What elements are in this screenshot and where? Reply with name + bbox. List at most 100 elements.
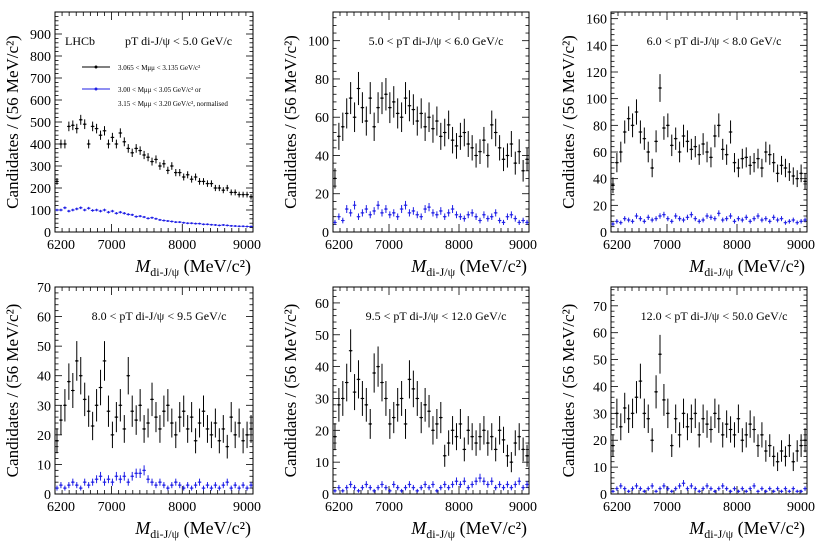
sideband-point <box>670 220 673 223</box>
signal-point <box>384 93 387 96</box>
signal-point <box>792 460 795 463</box>
sideband-point <box>451 483 454 486</box>
signal-point <box>198 422 201 425</box>
sideband-point <box>788 220 791 223</box>
sideband-point <box>424 483 427 486</box>
signal-point <box>166 169 169 172</box>
signal-point <box>804 180 807 183</box>
signal-point <box>647 151 650 153</box>
signal-point <box>709 156 712 159</box>
sideband-point <box>246 487 249 490</box>
signal-point <box>800 172 803 175</box>
sideband-point <box>91 209 94 212</box>
sideband-point <box>127 481 130 484</box>
x-tick-label: 6200 <box>47 500 75 515</box>
signal-point <box>127 374 130 377</box>
signal-point <box>107 410 110 413</box>
sideband-point <box>416 213 419 216</box>
sideband-point <box>178 221 181 224</box>
sideband-point <box>674 215 677 217</box>
sideband-point <box>404 204 407 207</box>
signal-point <box>490 123 493 126</box>
sideband-point <box>678 217 681 220</box>
y-tick-label: 50 <box>593 354 607 369</box>
signal-point <box>451 429 454 432</box>
signal-point <box>498 429 501 432</box>
signal-point <box>623 131 626 133</box>
y-tick-label: 800 <box>30 50 51 65</box>
sideband-point <box>737 490 740 493</box>
signal-point <box>749 164 752 167</box>
sideband-point <box>242 225 245 228</box>
signal-point <box>75 359 78 362</box>
y-tick-label: 100 <box>308 35 329 50</box>
sideband-point <box>71 481 74 484</box>
y-axis-label: Candidates / (56 MeV/c²) <box>559 304 578 478</box>
y-tick-label: 20 <box>37 429 51 444</box>
sideband-point <box>611 223 614 225</box>
sideband-point <box>396 215 399 218</box>
sideband-point <box>384 208 387 211</box>
signal-point <box>79 118 82 121</box>
sideband-point <box>494 486 497 489</box>
signal-point <box>226 187 229 189</box>
x-tick-label: 8000 <box>168 238 196 253</box>
sideband-point <box>768 487 771 490</box>
sideband-point <box>800 490 803 493</box>
sideband-point <box>250 225 253 228</box>
signal-point <box>190 178 193 181</box>
sideband-point <box>619 221 622 224</box>
signal-point <box>170 422 173 425</box>
sideband-point <box>87 484 90 487</box>
sideband-point <box>682 482 685 485</box>
sideband-point <box>83 209 86 211</box>
signal-point <box>627 117 630 120</box>
sideband-point <box>694 487 697 490</box>
sideband-point <box>214 484 217 487</box>
signal-point <box>178 171 181 174</box>
signal-point <box>518 435 521 438</box>
sideband-point <box>760 487 763 490</box>
signal-point <box>729 428 732 431</box>
signal-point <box>139 404 142 407</box>
sideband-point <box>741 487 744 490</box>
sideband-point <box>741 219 744 221</box>
signal-point <box>733 433 736 436</box>
sideband-point <box>522 219 525 222</box>
sideband-point <box>510 486 513 489</box>
signal-point <box>174 171 177 174</box>
signal-point <box>490 435 493 438</box>
sideband-point <box>222 484 225 487</box>
signal-point <box>439 135 442 138</box>
sideband-point <box>95 478 98 481</box>
signal-point <box>91 424 94 427</box>
signal-point <box>246 193 249 196</box>
panel-4: 0 10 20 30 40 50 60 70 6200 7000 8000 9000 Candidate… <box>3 281 261 541</box>
signal-point <box>420 416 423 419</box>
sideband-point <box>214 223 217 226</box>
signal-point <box>479 435 481 438</box>
signal-point <box>682 135 685 137</box>
signal-point <box>234 433 237 436</box>
signal-point <box>91 125 94 128</box>
signal-point <box>147 422 150 425</box>
y-tick-label: 500 <box>30 116 51 131</box>
signal-point <box>67 125 70 128</box>
sideband-point <box>792 487 795 490</box>
sideband-point <box>627 219 630 221</box>
sideband-point <box>615 487 618 490</box>
y-tick-label: 700 <box>30 72 51 87</box>
signal-point <box>463 448 466 451</box>
sideband-point <box>67 210 70 213</box>
y-tick-label: 0 <box>600 488 607 503</box>
signal-point <box>655 390 658 393</box>
sideband-point <box>147 478 150 481</box>
x-axis-label: Mdi-J/ψ (MeV/c²) <box>688 518 805 541</box>
y-tick-label: 60 <box>593 146 607 161</box>
sideband-point <box>670 490 673 493</box>
sideband-point <box>666 217 669 220</box>
signal-point <box>428 116 431 119</box>
sideband-point <box>479 219 481 222</box>
signal-point <box>95 127 98 130</box>
sideband-point <box>174 481 177 484</box>
